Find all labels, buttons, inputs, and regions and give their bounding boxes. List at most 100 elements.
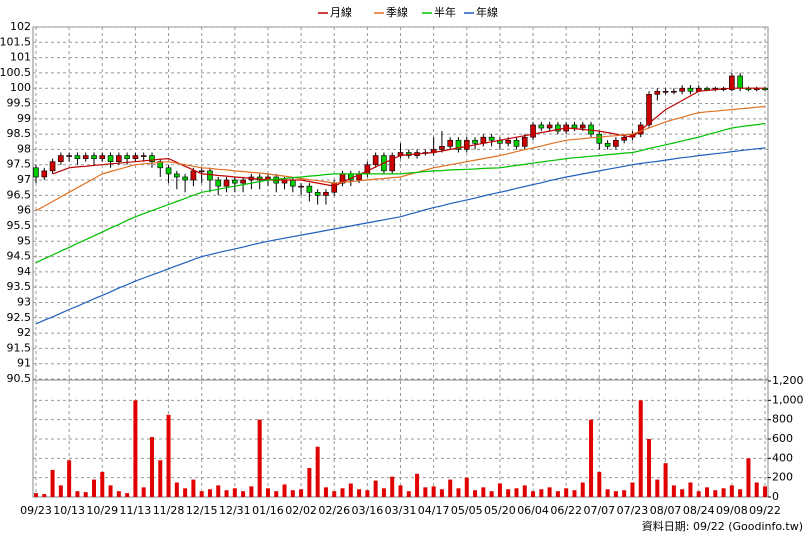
candle-body (74, 155, 81, 159)
y-tick-label: 100 (10, 81, 31, 94)
candle-body (662, 90, 669, 93)
y-tick-label: 97 (17, 173, 31, 186)
candle-body (99, 155, 106, 159)
volume-bar (91, 479, 96, 497)
volume-bar (613, 491, 618, 497)
volume-bar (497, 483, 502, 497)
volume-bar (373, 480, 378, 497)
candle-body (364, 164, 371, 175)
candle-body (571, 124, 578, 129)
volume-bar (754, 482, 759, 497)
candle-body (331, 182, 338, 193)
volume-bar (423, 487, 428, 497)
candle-body (604, 143, 611, 147)
volume-bar (473, 490, 478, 497)
volume-bar (207, 489, 212, 497)
candle-body (505, 139, 511, 144)
candle-body (546, 124, 553, 129)
volume-bar (299, 489, 304, 497)
volume-bar (605, 489, 610, 497)
x-tick-label: 03/16 (352, 504, 384, 517)
volume-bar (191, 479, 196, 497)
volume-bar (729, 485, 734, 497)
volume-bar (133, 400, 138, 497)
legend-label: 年線 (476, 5, 498, 19)
volume-bar (58, 485, 63, 497)
candle-body (132, 155, 139, 159)
volume-bar (721, 488, 726, 497)
candle-body (190, 170, 197, 181)
volume-bar (589, 419, 594, 497)
candle-body (439, 146, 445, 150)
x-tick-label: 09/22 (749, 504, 781, 517)
candle-body (704, 87, 710, 91)
candle-body (165, 167, 172, 175)
legend-label: 季線 (386, 5, 408, 19)
candle-body (116, 155, 122, 162)
ma-line (35, 122, 766, 264)
y-tick-label: 99.5 (7, 97, 32, 110)
x-tick-label: 07/07 (583, 504, 615, 517)
y-tick-label: 98 (17, 142, 31, 155)
candle-body (82, 155, 89, 159)
candle-body (157, 161, 164, 169)
x-tick-label: 11/13 (120, 504, 152, 517)
candle-body (66, 155, 72, 157)
candle-body (198, 170, 205, 173)
candle-body (182, 176, 188, 181)
candle-body (463, 139, 470, 150)
x-tick-label: 08/07 (650, 504, 682, 517)
volume-bar (315, 446, 320, 497)
candle-body (49, 161, 56, 172)
candle-body (530, 124, 536, 138)
candle-body (737, 75, 743, 89)
candle-body (207, 170, 213, 181)
volume-bar (522, 485, 527, 497)
y-tick-label: 94 (17, 265, 31, 278)
y2-tick-label: 1,200 (772, 374, 804, 387)
volume-bar (680, 489, 685, 497)
y-tick-label: 96 (17, 204, 31, 217)
y-tick-label: 93.5 (7, 280, 32, 293)
y-tick-label: 95.5 (7, 219, 32, 232)
volume-bar (158, 460, 163, 497)
volume-bar (555, 491, 560, 497)
candle-body (513, 139, 520, 147)
volume-bar (381, 488, 386, 497)
volume-bar (166, 414, 171, 497)
y-tick-label: 96.5 (7, 188, 32, 201)
volume-bar (42, 494, 47, 497)
x-tick-label: 10/13 (53, 504, 85, 517)
volume-bar (199, 491, 204, 497)
y2-tick-label: 200 (772, 471, 793, 484)
y-tick-label: 91.5 (7, 341, 32, 354)
x-tick-label: 05/20 (484, 504, 516, 517)
candle-body (140, 155, 147, 157)
candle-body (646, 94, 652, 126)
volume-bar (415, 473, 420, 497)
candle-body (555, 124, 561, 132)
volume-bar (224, 490, 229, 497)
volume-bar (108, 485, 113, 497)
volume-bar (149, 437, 154, 497)
footer-note: 資料日期: 09/22 (Goodinfo.tw) (642, 519, 803, 533)
legend-label: 半年 (434, 5, 456, 19)
candle-body (149, 155, 155, 162)
volume-bar (390, 476, 395, 497)
legend: 月線 季線 半年 年線 (318, 5, 498, 19)
x-tick-label: 05/05 (451, 504, 483, 517)
candle-body (679, 87, 685, 92)
volume-bar (340, 488, 345, 497)
candle-body (447, 139, 454, 147)
candle-body (613, 139, 619, 147)
volume-bar (630, 482, 635, 497)
volume-bar (50, 469, 55, 497)
candle-body (107, 155, 114, 162)
y-tick-label: 90.5 (7, 372, 32, 385)
x-tick-label: 01/16 (252, 504, 284, 517)
volume-bar (332, 491, 337, 497)
volume-bar (232, 488, 237, 497)
y-tick-label: 98.5 (7, 127, 32, 140)
